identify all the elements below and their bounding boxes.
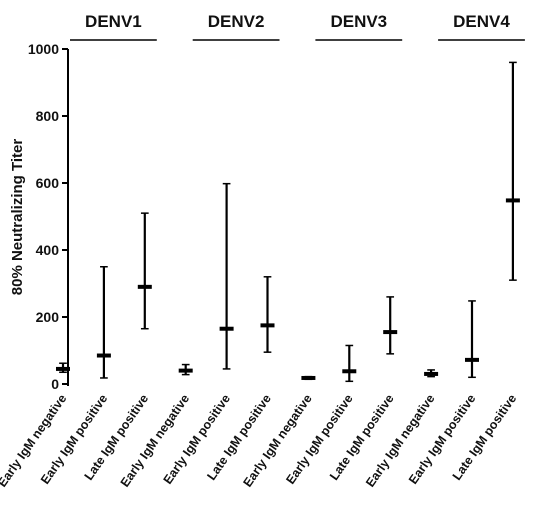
error-bar: [219, 182, 234, 370]
group-label: DENV1: [85, 12, 142, 31]
error-bar: [178, 363, 193, 376]
y-tick-label: 800: [36, 108, 60, 124]
y-tick-label: 0: [51, 376, 59, 392]
error-bars: [56, 61, 520, 383]
error-bar: [424, 369, 439, 378]
error-bar: [342, 344, 357, 383]
error-bar: [465, 300, 479, 379]
error-bar: [505, 61, 520, 281]
y-axis: 0 200 400 600 800 1000: [28, 41, 69, 392]
y-tick-label: 200: [36, 309, 60, 325]
group-label: DENV4: [453, 12, 510, 31]
error-bar: [96, 266, 111, 379]
error-bar: [137, 212, 152, 330]
y-tick-label: 400: [36, 242, 60, 258]
group-label: DENV3: [330, 12, 387, 31]
group-label: DENV2: [208, 12, 265, 31]
category-label: Early IgM negative: [0, 392, 69, 490]
error-bar: [260, 276, 275, 353]
y-axis-title: 80% Neutralizing Titer: [9, 139, 26, 296]
y-tick-label: 600: [36, 175, 60, 191]
error-bar: [301, 375, 316, 381]
error-bar: [56, 362, 70, 374]
group-headers: DENV1 DENV2 DENV3 DENV4: [70, 12, 525, 41]
y-tick-label: 1000: [28, 41, 59, 57]
error-bar: [383, 296, 398, 355]
